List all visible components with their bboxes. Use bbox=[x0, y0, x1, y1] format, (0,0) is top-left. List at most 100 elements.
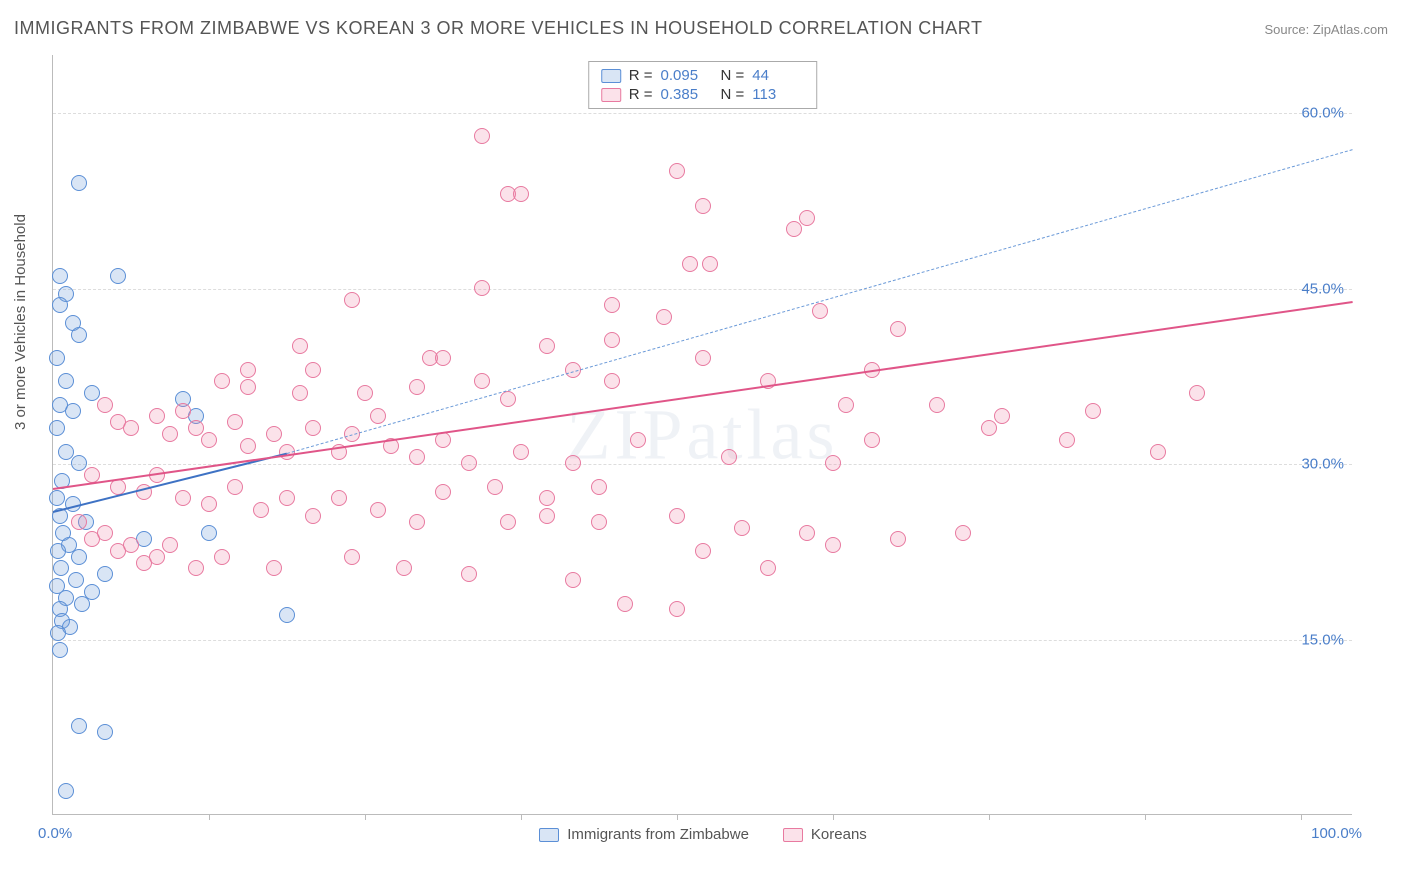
scatter-point bbox=[266, 426, 282, 442]
legend-swatch bbox=[783, 828, 803, 842]
n-label: N = bbox=[721, 67, 745, 84]
trend-line-dashed bbox=[287, 149, 1353, 454]
scatter-point bbox=[71, 455, 87, 471]
scatter-point bbox=[981, 420, 997, 436]
scatter-plot: ZIPatlas R =0.095N =44R =0.385N =113 0.0… bbox=[52, 55, 1352, 815]
scatter-point bbox=[305, 362, 321, 378]
scatter-point bbox=[84, 385, 100, 401]
y-tick-label: 15.0% bbox=[1301, 631, 1344, 648]
scatter-point bbox=[344, 292, 360, 308]
scatter-point bbox=[539, 338, 555, 354]
scatter-point bbox=[84, 584, 100, 600]
scatter-point bbox=[890, 321, 906, 337]
legend-swatch bbox=[601, 69, 621, 83]
scatter-point bbox=[682, 256, 698, 272]
scatter-point bbox=[201, 496, 217, 512]
scatter-point bbox=[656, 309, 672, 325]
y-tick-label: 60.0% bbox=[1301, 105, 1344, 122]
scatter-point bbox=[201, 525, 217, 541]
scatter-point bbox=[929, 397, 945, 413]
n-label: N = bbox=[721, 86, 745, 103]
y-tick-label: 45.0% bbox=[1301, 280, 1344, 297]
gridline bbox=[53, 464, 1352, 465]
scatter-point bbox=[305, 508, 321, 524]
scatter-point bbox=[812, 303, 828, 319]
scatter-point bbox=[357, 385, 373, 401]
scatter-point bbox=[68, 572, 84, 588]
scatter-point bbox=[292, 385, 308, 401]
scatter-point bbox=[240, 379, 256, 395]
scatter-point bbox=[591, 479, 607, 495]
source-label: Source: ZipAtlas.com bbox=[1264, 22, 1388, 37]
scatter-point bbox=[50, 625, 66, 641]
scatter-point bbox=[292, 338, 308, 354]
scatter-point bbox=[487, 479, 503, 495]
scatter-point bbox=[565, 455, 581, 471]
y-tick-label: 30.0% bbox=[1301, 456, 1344, 473]
scatter-point bbox=[565, 572, 581, 588]
r-label: R = bbox=[629, 86, 653, 103]
gridline bbox=[53, 640, 1352, 641]
scatter-point bbox=[370, 502, 386, 518]
scatter-point bbox=[49, 420, 65, 436]
scatter-point bbox=[97, 566, 113, 582]
scatter-point bbox=[461, 566, 477, 582]
n-value: 44 bbox=[752, 67, 804, 84]
scatter-point bbox=[604, 373, 620, 389]
scatter-point bbox=[65, 403, 81, 419]
n-value: 113 bbox=[752, 86, 804, 103]
scatter-point bbox=[58, 373, 74, 389]
scatter-point bbox=[539, 508, 555, 524]
scatter-point bbox=[188, 420, 204, 436]
scatter-point bbox=[734, 520, 750, 536]
scatter-point bbox=[669, 508, 685, 524]
scatter-point bbox=[435, 350, 451, 366]
scatter-point bbox=[49, 350, 65, 366]
scatter-point bbox=[760, 560, 776, 576]
scatter-point bbox=[630, 432, 646, 448]
scatter-point bbox=[695, 350, 711, 366]
scatter-point bbox=[838, 397, 854, 413]
scatter-point bbox=[97, 397, 113, 413]
legend-label: Immigrants from Zimbabwe bbox=[567, 826, 749, 843]
scatter-point bbox=[1085, 403, 1101, 419]
scatter-point bbox=[331, 490, 347, 506]
scatter-point bbox=[474, 373, 490, 389]
scatter-point bbox=[1189, 385, 1205, 401]
scatter-point bbox=[500, 514, 516, 530]
x-tick bbox=[365, 814, 366, 820]
scatter-point bbox=[617, 596, 633, 612]
scatter-point bbox=[188, 560, 204, 576]
scatter-point bbox=[162, 426, 178, 442]
scatter-point bbox=[825, 537, 841, 553]
x-tick bbox=[1145, 814, 1146, 820]
x-tick bbox=[677, 814, 678, 820]
scatter-point bbox=[266, 560, 282, 576]
r-value: 0.385 bbox=[661, 86, 713, 103]
x-tick bbox=[833, 814, 834, 820]
x-tick bbox=[989, 814, 990, 820]
series-legend: Immigrants from ZimbabweKoreans bbox=[0, 826, 1406, 843]
scatter-point bbox=[344, 549, 360, 565]
scatter-point bbox=[71, 514, 87, 530]
scatter-point bbox=[123, 537, 139, 553]
legend-swatch bbox=[539, 828, 559, 842]
scatter-point bbox=[695, 198, 711, 214]
scatter-point bbox=[604, 297, 620, 313]
scatter-point bbox=[539, 490, 555, 506]
scatter-point bbox=[435, 484, 451, 500]
scatter-point bbox=[240, 438, 256, 454]
scatter-point bbox=[58, 444, 74, 460]
scatter-point bbox=[513, 186, 529, 202]
y-axis-label: 3 or more Vehicles in Household bbox=[12, 214, 29, 430]
scatter-point bbox=[396, 560, 412, 576]
scatter-point bbox=[123, 420, 139, 436]
scatter-point bbox=[474, 280, 490, 296]
scatter-point bbox=[955, 525, 971, 541]
scatter-point bbox=[305, 420, 321, 436]
scatter-point bbox=[71, 175, 87, 191]
scatter-point bbox=[702, 256, 718, 272]
scatter-point bbox=[149, 549, 165, 565]
scatter-point bbox=[214, 549, 230, 565]
scatter-point bbox=[461, 455, 477, 471]
